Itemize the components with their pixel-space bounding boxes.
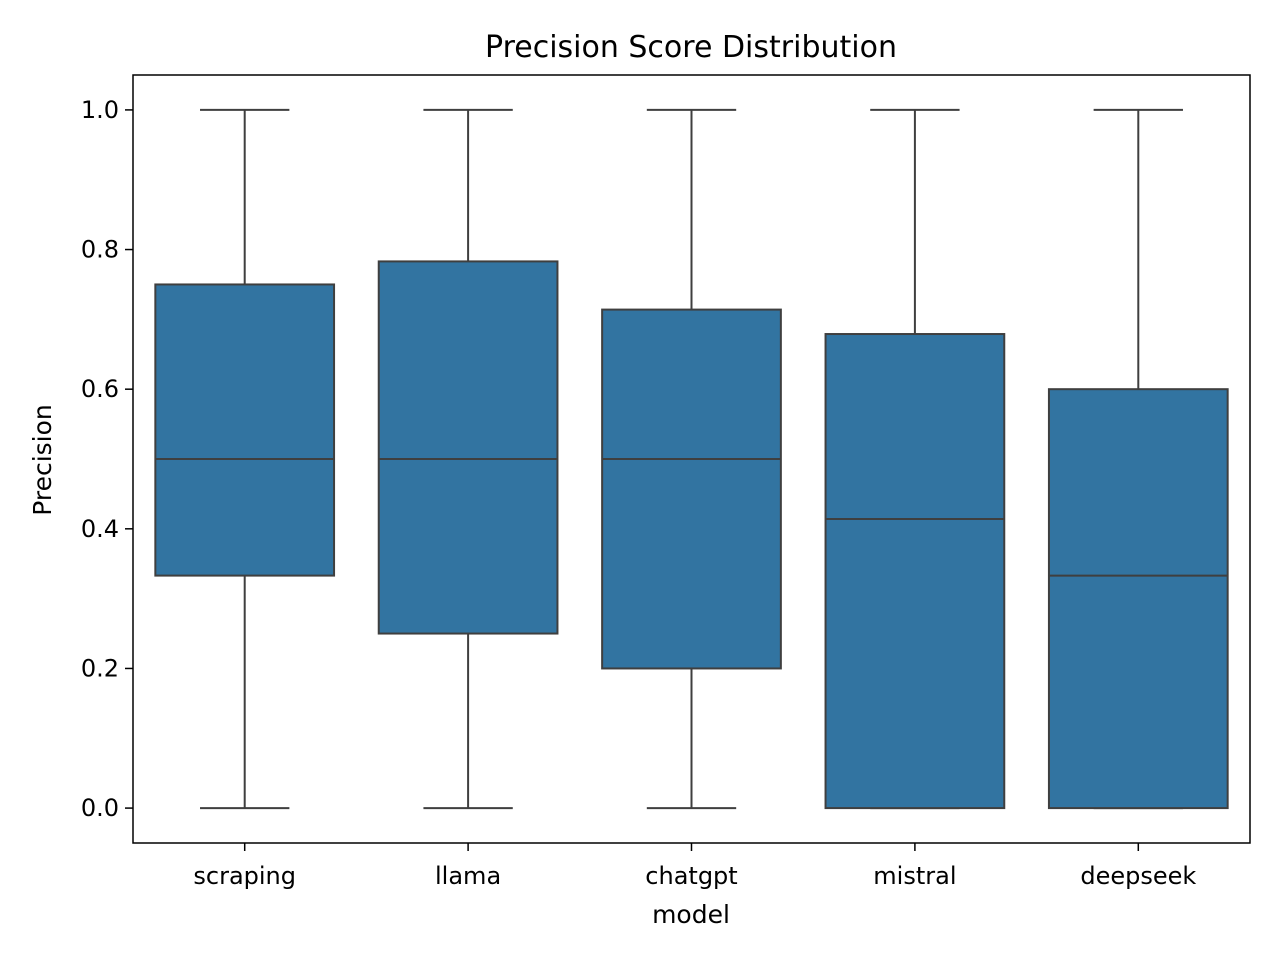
y-tick-label: 1.0 (81, 96, 119, 124)
x-tick-label-llama: llama (435, 862, 501, 890)
chart-title: Precision Score Distribution (485, 30, 897, 65)
box-llama (377, 260, 559, 635)
y-tick-label: 0.0 (81, 794, 119, 822)
x-tick-label-chatgpt: chatgpt (645, 862, 737, 890)
x-tick-label-deepseek: deepseek (1080, 862, 1196, 890)
y-tick-label: 0.6 (81, 375, 119, 403)
x-tick-label-mistral: mistral (873, 862, 956, 890)
y-tick-label: 0.4 (81, 515, 119, 543)
box-scraping (154, 283, 336, 577)
box-deepseek (1047, 388, 1229, 810)
y-tick-label: 0.2 (81, 654, 119, 682)
x-tick-label-scraping: scraping (193, 862, 296, 890)
x-axis-label: model (652, 900, 730, 929)
plot-area: 0.0 0.2 0.4 0.6 0.8 1.0 scraping llama chatgpt mi… (81, 74, 1251, 890)
box-mistral (824, 333, 1006, 810)
box-chatgpt (601, 308, 782, 670)
y-tick-label: 0.8 (81, 236, 119, 264)
y-axis-label: Precision (28, 404, 57, 516)
